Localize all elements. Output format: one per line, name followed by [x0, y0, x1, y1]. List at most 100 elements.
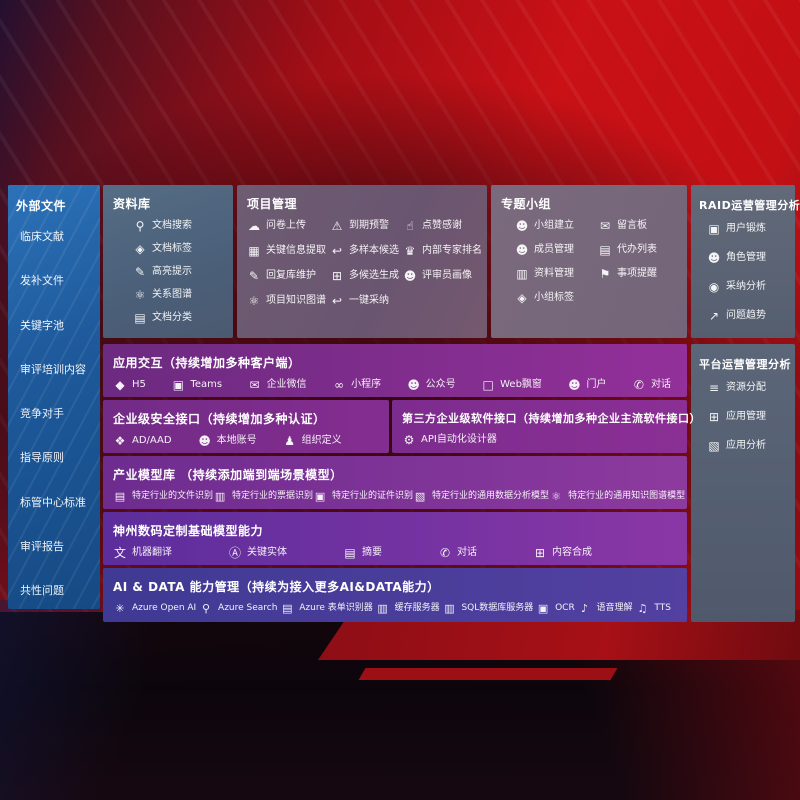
feature-label: 多候选生成	[349, 270, 399, 281]
feature-label: 特定行业的文件识别	[132, 491, 214, 501]
feature-label: Azure Open AI	[132, 603, 197, 613]
feature-item: 文机器翻译	[113, 547, 172, 559]
feature-label: 小程序	[351, 379, 382, 390]
tag-icon: ◈	[517, 291, 527, 305]
feature-label: 点赞感谢	[422, 220, 462, 231]
feature-item: 标管中心标准	[20, 495, 86, 509]
security-interface-title: 企业级安全接口（持续增加多种认证）	[113, 412, 326, 426]
feature-item: ☻ 本地账号	[198, 435, 256, 447]
feature-item: ⚙ API自动化设计器	[402, 434, 497, 446]
topic-groups-grid: ☻ 小组建立 ✉ 留言板 ☻ 成员管理 ▤ 代办列表 ▥ 资料管理 ⚑ 事项提醒 ◈ 小组标签	[501, 220, 677, 304]
external-files-panel: 外部文件 临床文献 发补文件 关键字池 审评培训内容 竞争对手 指导原则 标管中心标准 审评报…	[8, 185, 100, 609]
feature-label: 事项提醒	[617, 268, 657, 279]
shenzhou-model-title: 神州数码定制基础模型能力	[113, 524, 264, 538]
feature-label: 问题趋势	[726, 310, 766, 321]
feature-item: ☻ 成员管理	[515, 244, 594, 256]
feature-label: 资料管理	[534, 268, 574, 279]
feature-item: ▤ 文档分类	[133, 312, 223, 324]
feature-item: ◆ H5	[113, 379, 146, 391]
ocr-icon: ▣	[537, 602, 549, 615]
project-management-panel: 项目管理 ☁ 问卷上传 ⚠ 到期预警 ☝ 点赞感谢 ▦ 关键信息提取 ↩ 多样本候选 ♛ 内部专家排名…	[237, 185, 487, 338]
shenzhou-model-list: 文机器翻译 Ⓐ 关键实体 ▤ 摘要 ✆ 对话 ⊞ 内容合成	[113, 547, 677, 559]
feature-item: ♪ 语音理解	[578, 603, 633, 614]
thumbs-up-icon: ☝	[406, 219, 414, 233]
project-management-grid: ☁ 问卷上传 ⚠ 到期预警 ☝ 点赞感谢 ▦ 关键信息提取 ↩ 多样本候选 ♛ 内部专家排名 ✎ 回复库维…	[247, 219, 482, 307]
feature-label: 项目知识图谱	[266, 295, 326, 306]
reply-icon: ↩	[331, 244, 343, 258]
feature-label: 应用管理	[726, 411, 766, 422]
portal-icon: ☻	[568, 378, 581, 392]
data-analysis-model-icon: ▧	[414, 490, 426, 503]
api-gear-icon: ⚙	[403, 433, 415, 447]
feature-item: ↩ 一键采纳	[330, 295, 399, 307]
feature-label: OCR	[555, 603, 575, 613]
tts-icon: ♫	[637, 602, 648, 615]
topic-groups-title: 专题小组	[501, 197, 552, 211]
background-bottom-left-blue	[0, 600, 180, 800]
doc-search-icon: ⚲	[135, 219, 145, 233]
feature-label: 用户锻炼	[726, 223, 766, 234]
feature-label: 摘要	[362, 547, 382, 558]
org-definition-icon: ♟	[284, 434, 295, 448]
feature-label: 关键信息提取	[266, 245, 326, 256]
feature-label: Teams	[190, 379, 223, 390]
knowledge-graph-icon: ⚛	[248, 294, 260, 308]
feature-label: 小组标签	[534, 292, 574, 303]
wechat-work-icon: ✉	[249, 378, 260, 392]
feature-item: ↗ 问题趋势	[707, 310, 787, 322]
feature-item: ▤ 特定行业的文件识别	[113, 491, 213, 502]
feature-item: ∞ 小程序	[332, 379, 381, 391]
feature-item: ▣ 用户锻炼	[707, 223, 787, 235]
team-icon: ☻	[515, 219, 529, 233]
feature-label: 对话	[650, 379, 671, 390]
industry-model-panel: 产业模型库 （持续添加端到端场景模型） ▤ 特定行业的文件识别 ▥ 特定行业的票据识别…	[103, 456, 687, 509]
file-recognition-icon: ▤	[114, 490, 126, 503]
feature-item: ⚛ 项目知识图谱	[247, 295, 326, 307]
feature-item: ♟ 组织定义	[283, 434, 341, 448]
feature-label: API自动化设计器	[421, 434, 497, 445]
feature-item: ✆ 对话	[632, 379, 671, 391]
feature-label: 特定行业的通用知识图谱模型	[568, 491, 686, 501]
ad-aad-icon: ❖	[114, 434, 126, 448]
feature-item: ⊞ 应用管理	[707, 411, 787, 423]
raid-analysis-title: RAID运营管理分析	[699, 199, 800, 212]
feature-item: 审评培训内容	[20, 362, 86, 376]
feature-item: ◈ 文档标签	[133, 243, 223, 255]
web-popup-icon: □	[482, 378, 494, 392]
feature-item: ▣ 特定行业的证件识别	[313, 491, 413, 502]
platform-analysis-list: ≡ 资源分配 ⊞ 应用管理 ▧ 应用分析	[699, 382, 787, 452]
feature-item: ⊞ 多候选生成	[330, 270, 399, 282]
entity-icon: Ⓐ	[228, 546, 241, 560]
member-icon: ☻	[515, 243, 529, 257]
feature-label: 机器翻译	[132, 547, 172, 558]
doc-category-icon: ▤	[134, 311, 146, 325]
feature-label: 文档分类	[152, 312, 192, 323]
feature-item: ☻ 门户	[567, 379, 606, 391]
app-interaction-panel: 应用交互（持续增加多种客户端） ◆ H5 ▣ Teams ✉ 企业微信 ∞ 小程序 ☻ 公众号 □ W…	[103, 344, 687, 397]
official-account-icon: ☻	[407, 378, 420, 392]
feature-label: 留言板	[617, 220, 647, 231]
compose-icon: ⊞	[534, 546, 546, 560]
feature-item: ☁ 问卷上传	[247, 220, 326, 232]
translate-icon: 文	[113, 546, 126, 560]
teams-icon: ▣	[172, 378, 185, 392]
multi-gen-icon: ⊞	[331, 269, 343, 283]
feature-label: 关系图谱	[152, 289, 192, 300]
feature-item: ⊞ 内容合成	[533, 547, 592, 559]
feature-label: 多样本候选	[349, 245, 399, 256]
security-interface-list: ❖ AD/AAD ☻ 本地账号 ♟ 组织定义	[113, 435, 379, 447]
app-interaction-list: ◆ H5 ▣ Teams ✉ 企业微信 ∞ 小程序 ☻ 公众号 □ Web飘窗 ☻ 门户 ✆ 对话	[113, 379, 677, 391]
feature-item: 临床文献	[20, 230, 64, 243]
feature-label: 文档搜索	[152, 220, 192, 231]
feature-item: ≡ 资源分配	[707, 382, 787, 394]
person-icon: ☻	[403, 269, 417, 283]
feature-label: 代办列表	[617, 244, 657, 255]
bell-icon: ⚑	[599, 267, 611, 281]
feature-label: 回复库维护	[266, 270, 316, 281]
feature-label: Azure 表单识别器	[299, 603, 373, 613]
feature-item: ⚛ 关系图谱	[133, 289, 223, 301]
red-bar-shape	[358, 668, 618, 680]
feature-item: ▤ Azure 表单识别器	[280, 603, 373, 614]
feature-item: 审评报告	[20, 539, 64, 553]
feature-item: ☻ 角色管理	[707, 252, 787, 264]
